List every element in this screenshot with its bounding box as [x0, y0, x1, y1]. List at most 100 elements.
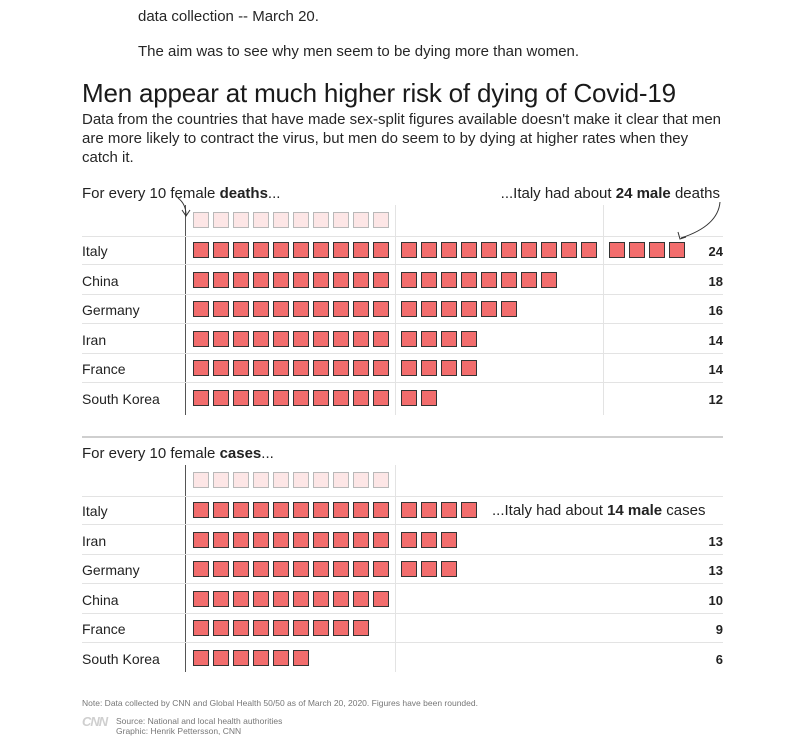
female-reference-square: [353, 212, 369, 228]
female-reference-square: [273, 212, 289, 228]
female-reference-square: [213, 472, 229, 488]
male-square: [273, 620, 289, 636]
male-square: [253, 271, 269, 288]
male-square: [461, 330, 477, 347]
male-square: [293, 271, 309, 288]
male-square: [333, 360, 349, 376]
row-label-france: France: [82, 621, 126, 637]
male-square: [273, 531, 289, 548]
male-square: [193, 620, 209, 636]
male-square: [273, 360, 289, 376]
male-square: [373, 561, 389, 577]
male-square: [213, 531, 229, 548]
male-square: [401, 561, 417, 577]
row-value: 18: [708, 273, 723, 289]
male-square: [501, 271, 517, 288]
male-square: [193, 649, 209, 666]
row-value: 6: [715, 651, 723, 667]
female-reference-square: [193, 472, 209, 488]
male-square: [441, 360, 457, 376]
male-square: [193, 360, 209, 376]
row-separator: [82, 583, 723, 584]
male-square: [441, 330, 457, 347]
male-square: [353, 301, 369, 317]
male-square: [313, 620, 329, 636]
male-square: [193, 561, 209, 577]
chart-axis: [185, 205, 186, 415]
male-square: [373, 502, 389, 518]
male-square: [421, 561, 437, 577]
male-square: [253, 360, 269, 376]
male-square: [609, 242, 625, 258]
female-reference-square: [333, 472, 349, 488]
male-square: [293, 531, 309, 548]
male-square: [213, 590, 229, 607]
male-square: [313, 590, 329, 607]
male-square: [193, 590, 209, 607]
male-square: [441, 531, 457, 548]
male-square: [193, 330, 209, 347]
row-value: 13: [708, 533, 723, 549]
male-square: [481, 271, 497, 288]
male-square: [401, 531, 417, 548]
male-square: [213, 620, 229, 636]
male-square: [193, 271, 209, 288]
male-square: [421, 531, 437, 548]
male-square: [481, 301, 497, 317]
male-square: [233, 389, 249, 406]
row-separator: [82, 293, 723, 295]
male-square: [193, 301, 209, 317]
male-square: [313, 330, 329, 347]
male-square: [669, 242, 685, 258]
male-square: [421, 242, 437, 258]
female-reference-square: [253, 472, 269, 488]
male-square: [313, 301, 329, 317]
male-square: [213, 330, 229, 347]
male-square: [233, 590, 249, 607]
italy-annotation-1: ...Italy had about 24 male deaths: [500, 185, 720, 202]
row-value: 10: [708, 592, 723, 608]
row-label-italy: Italy: [82, 243, 108, 259]
female-reference-arrow: [177, 197, 187, 216]
male-square: [333, 389, 349, 406]
male-square: [253, 620, 269, 636]
male-square: [629, 242, 645, 258]
male-square: [273, 330, 289, 347]
chart-title: Men appear at much higher risk of dying …: [82, 78, 676, 108]
footnote: Note: Data collected by CNN and Global H…: [82, 698, 478, 708]
male-square: [293, 590, 309, 607]
row-separator: [82, 264, 723, 265]
male-square: [273, 389, 289, 406]
male-square: [353, 620, 369, 636]
male-square: [353, 360, 369, 376]
male-square: [373, 590, 389, 607]
male-square: [233, 531, 249, 548]
male-square: [313, 502, 329, 518]
female-reference-square: [373, 472, 389, 488]
row-separator: [82, 553, 723, 555]
male-square: [461, 271, 477, 288]
male-square: [421, 301, 437, 317]
article-text-line-2: The aim was to see why men seem to be dy…: [138, 43, 580, 60]
male-square: [521, 242, 537, 258]
row-value: 16: [708, 303, 723, 318]
male-square: [253, 531, 269, 548]
male-square: [401, 330, 417, 347]
male-square: [293, 561, 309, 577]
male-square: [273, 271, 289, 288]
male-square: [401, 242, 417, 258]
section-heading-2: For every 10 female cases...: [82, 445, 274, 462]
male-square: [293, 389, 309, 406]
female-reference-square: [333, 212, 349, 228]
female-reference-arrowhead: [181, 209, 191, 217]
female-reference-square: [233, 472, 249, 488]
male-square: [461, 502, 477, 518]
male-square: [421, 271, 437, 288]
female-reference-square: [233, 212, 249, 228]
row-value: 14: [708, 332, 723, 348]
male-square: [293, 620, 309, 636]
row-label-south-korea: South Korea: [82, 650, 160, 667]
male-square: [313, 242, 329, 258]
male-square: [333, 531, 349, 548]
male-square: [213, 561, 229, 577]
